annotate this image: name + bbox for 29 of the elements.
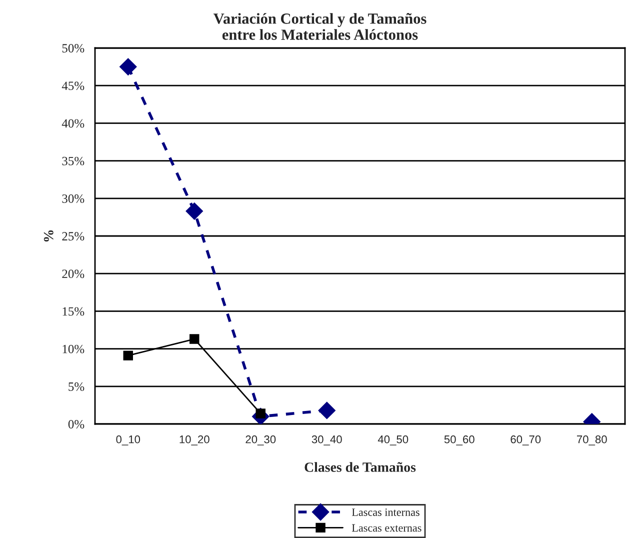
legend-label: Lascas externas xyxy=(352,524,422,532)
y-tick-label: 50% xyxy=(62,44,84,52)
point xyxy=(123,350,133,360)
y-tick-label: 10% xyxy=(62,344,84,354)
y-tick-label: 15% xyxy=(62,307,84,316)
y-axis-title: % xyxy=(44,230,54,242)
x-tick-label: 30_40 xyxy=(312,435,342,446)
x-tick-label: 40_50 xyxy=(378,435,408,446)
x-tick-label: 10_20 xyxy=(180,435,210,446)
point xyxy=(318,402,336,420)
legend-label: Lascas internas xyxy=(352,508,420,516)
y-tick-label: 40% xyxy=(62,119,84,128)
x-tick-label: 50_60 xyxy=(444,435,474,446)
y-tick-label: 30% xyxy=(62,194,84,203)
y-tick-label: 5% xyxy=(68,382,84,391)
x-axis-title: Clases de Tamaños xyxy=(304,462,416,472)
x-tick-label: 60_70 xyxy=(510,435,541,446)
y-tick-label: 0% xyxy=(68,420,84,428)
y-tick-label: 45% xyxy=(62,82,84,90)
chart-title: Variación Cortical y de Tamaños entre los Materiales Alóctonos xyxy=(213,13,426,40)
x-tick-label: 20_30 xyxy=(246,435,276,446)
x-tick-label: 0_10 xyxy=(116,435,140,446)
x-tick-label: 70_80 xyxy=(576,435,607,446)
point xyxy=(186,202,203,220)
y-tick-label: 20% xyxy=(62,270,84,278)
y-tick-label: 25% xyxy=(62,232,84,240)
point xyxy=(190,334,200,344)
y-tick-label: 35% xyxy=(62,156,84,166)
point xyxy=(120,58,137,76)
